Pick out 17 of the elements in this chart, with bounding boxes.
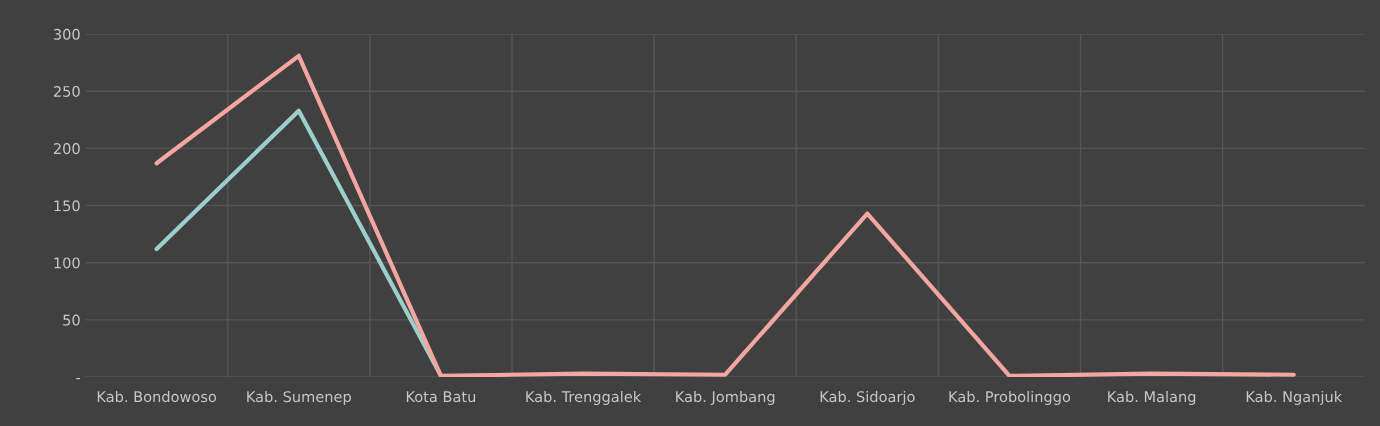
x-tick-label: Kab. Trenggalek	[526, 390, 642, 406]
y-tick-label: 100	[54, 257, 80, 269]
x-tick-label: Kota Batu	[406, 391, 476, 403]
y-tick-label: 250	[53, 85, 80, 97]
x-tick-label: Kab. Bondowoso	[97, 390, 217, 403]
y-tick-label: 300	[53, 28, 80, 40]
x-tick-label: Kab. Nganjuk	[1246, 390, 1343, 406]
y-tick-label: 200	[53, 143, 80, 155]
line-series	[154, 53, 1296, 378]
x-tick-label: Kab. Sumenep	[247, 390, 351, 406]
x-tick-label: Kab. Sidoarjo	[820, 390, 915, 406]
x-tick-label: Kab. Malang	[1108, 390, 1196, 406]
y-tick-label: 50	[63, 314, 80, 326]
x-tick-label: Kab. Probolinggo	[949, 390, 1071, 406]
y-tick-label: -	[76, 377, 80, 380]
y-tick-label: 150	[54, 200, 80, 212]
x-tick-label: Kab. Jombang	[676, 390, 775, 406]
